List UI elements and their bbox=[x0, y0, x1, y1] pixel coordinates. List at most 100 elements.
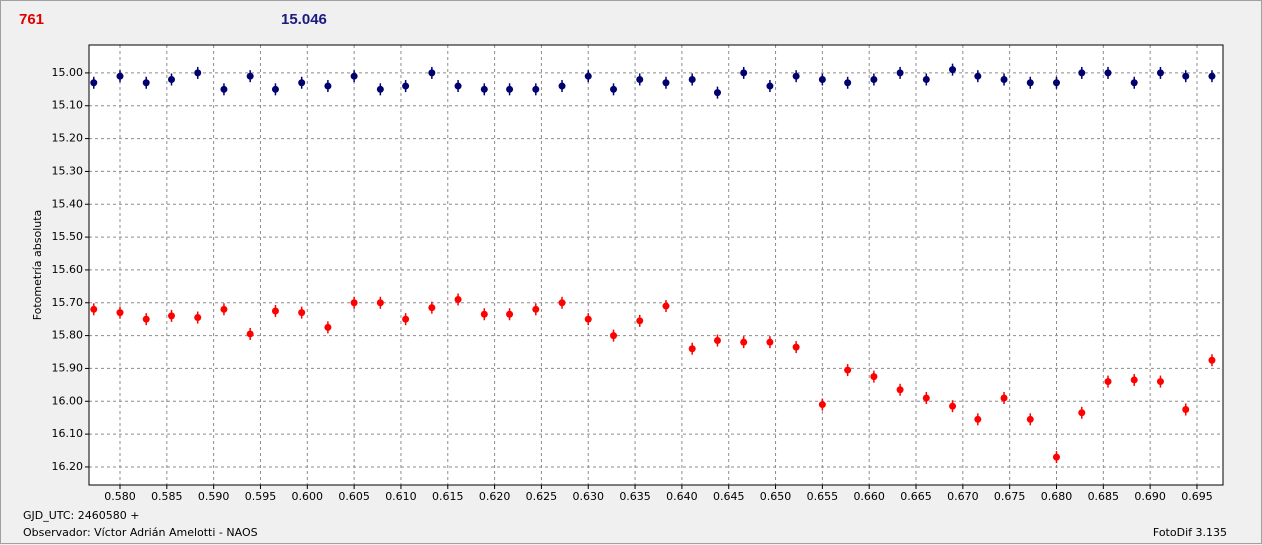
data-point bbox=[636, 73, 644, 86]
data-point bbox=[90, 303, 98, 316]
x-tick-label: 0.665 bbox=[900, 490, 932, 503]
data-point bbox=[480, 308, 488, 321]
data-point bbox=[532, 83, 540, 96]
data-point bbox=[376, 83, 384, 96]
y-tick-label: 15.50 bbox=[52, 230, 84, 243]
data-point bbox=[1130, 76, 1138, 89]
y-tick-label: 15.20 bbox=[52, 132, 84, 145]
data-point bbox=[350, 296, 358, 309]
data-point bbox=[740, 336, 748, 349]
data-point bbox=[713, 86, 721, 99]
data-point bbox=[168, 309, 176, 322]
x-tick-label: 0.660 bbox=[853, 490, 885, 503]
data-point bbox=[506, 83, 514, 96]
data-point bbox=[1026, 76, 1034, 89]
data-point bbox=[324, 80, 332, 93]
data-point bbox=[376, 296, 384, 309]
x-tick-label: 0.655 bbox=[807, 490, 839, 503]
plot-border bbox=[88, 44, 1224, 486]
data-point bbox=[1208, 70, 1216, 83]
x-tick-label: 0.645 bbox=[713, 490, 745, 503]
data-point bbox=[558, 296, 566, 309]
data-point bbox=[896, 383, 904, 396]
data-point bbox=[662, 300, 670, 313]
data-point bbox=[558, 80, 566, 93]
data-point bbox=[1156, 375, 1164, 388]
x-tick-label: 0.580 bbox=[104, 490, 136, 503]
y-tick-label: 15.70 bbox=[52, 296, 84, 309]
data-point bbox=[454, 80, 462, 93]
data-point bbox=[428, 301, 436, 314]
x-tick-label: 0.640 bbox=[666, 490, 698, 503]
data-point bbox=[949, 400, 957, 413]
data-point bbox=[506, 308, 514, 321]
data-point bbox=[1000, 73, 1008, 86]
magnitude-label: 15.046 bbox=[281, 11, 327, 28]
data-point bbox=[246, 70, 254, 83]
x-tick-label: 0.685 bbox=[1088, 490, 1120, 503]
data-point bbox=[818, 398, 826, 411]
data-point bbox=[1052, 451, 1060, 464]
data-point bbox=[922, 73, 930, 86]
x-tick-label: 0.695 bbox=[1181, 490, 1213, 503]
data-point bbox=[402, 80, 410, 93]
data-point bbox=[844, 76, 852, 89]
data-point bbox=[142, 313, 150, 326]
x-tick-label: 0.600 bbox=[292, 490, 324, 503]
data-point bbox=[584, 313, 592, 326]
x-axis-label: GJD_UTC: 2460580 + bbox=[23, 509, 139, 522]
data-point bbox=[922, 391, 930, 404]
data-point bbox=[246, 327, 254, 340]
x-tick-label: 0.595 bbox=[245, 490, 277, 503]
data-point bbox=[168, 73, 176, 86]
y-tick-label: 16.00 bbox=[52, 394, 84, 407]
x-tick-label: 0.630 bbox=[572, 490, 604, 503]
plot-area bbox=[89, 45, 1223, 485]
y-tick-label: 15.30 bbox=[52, 164, 84, 177]
data-point bbox=[271, 304, 279, 317]
data-point bbox=[766, 80, 774, 93]
data-point bbox=[896, 66, 904, 79]
x-tick-label: 0.670 bbox=[947, 490, 979, 503]
data-point bbox=[220, 303, 228, 316]
data-point bbox=[844, 364, 852, 377]
data-point bbox=[688, 342, 696, 355]
data-point bbox=[713, 334, 721, 347]
data-point bbox=[1182, 403, 1190, 416]
count-label: 761 bbox=[19, 11, 44, 28]
x-tick-label: 0.590 bbox=[198, 490, 230, 503]
y-tick-label: 15.00 bbox=[52, 66, 84, 79]
data-point bbox=[1208, 354, 1216, 367]
data-point bbox=[974, 413, 982, 426]
data-point bbox=[584, 70, 592, 83]
data-point bbox=[1104, 66, 1112, 79]
data-point bbox=[1026, 413, 1034, 426]
data-point bbox=[610, 83, 618, 96]
data-point bbox=[792, 341, 800, 354]
data-point bbox=[324, 321, 332, 334]
x-tick-label: 0.625 bbox=[526, 490, 558, 503]
x-tick-label: 0.675 bbox=[994, 490, 1026, 503]
data-point bbox=[1130, 373, 1138, 386]
data-point bbox=[116, 306, 124, 319]
data-point bbox=[532, 303, 540, 316]
data-point bbox=[480, 83, 488, 96]
y-axis-label: Fotometría absoluta bbox=[31, 210, 44, 321]
data-point bbox=[766, 336, 774, 349]
x-tick-label: 0.635 bbox=[619, 490, 651, 503]
data-point bbox=[90, 76, 98, 89]
y-tick-label: 15.90 bbox=[52, 361, 84, 374]
x-tick-label: 0.605 bbox=[338, 490, 370, 503]
data-point bbox=[662, 76, 670, 89]
x-tick-label: 0.650 bbox=[760, 490, 792, 503]
data-point bbox=[610, 329, 618, 342]
data-point bbox=[194, 66, 202, 79]
data-point bbox=[792, 70, 800, 83]
data-point bbox=[220, 83, 228, 96]
data-point bbox=[870, 370, 878, 383]
x-tick-label: 0.690 bbox=[1134, 490, 1166, 503]
x-tick-label: 0.620 bbox=[479, 490, 511, 503]
data-point bbox=[194, 311, 202, 324]
data-point bbox=[949, 63, 957, 76]
